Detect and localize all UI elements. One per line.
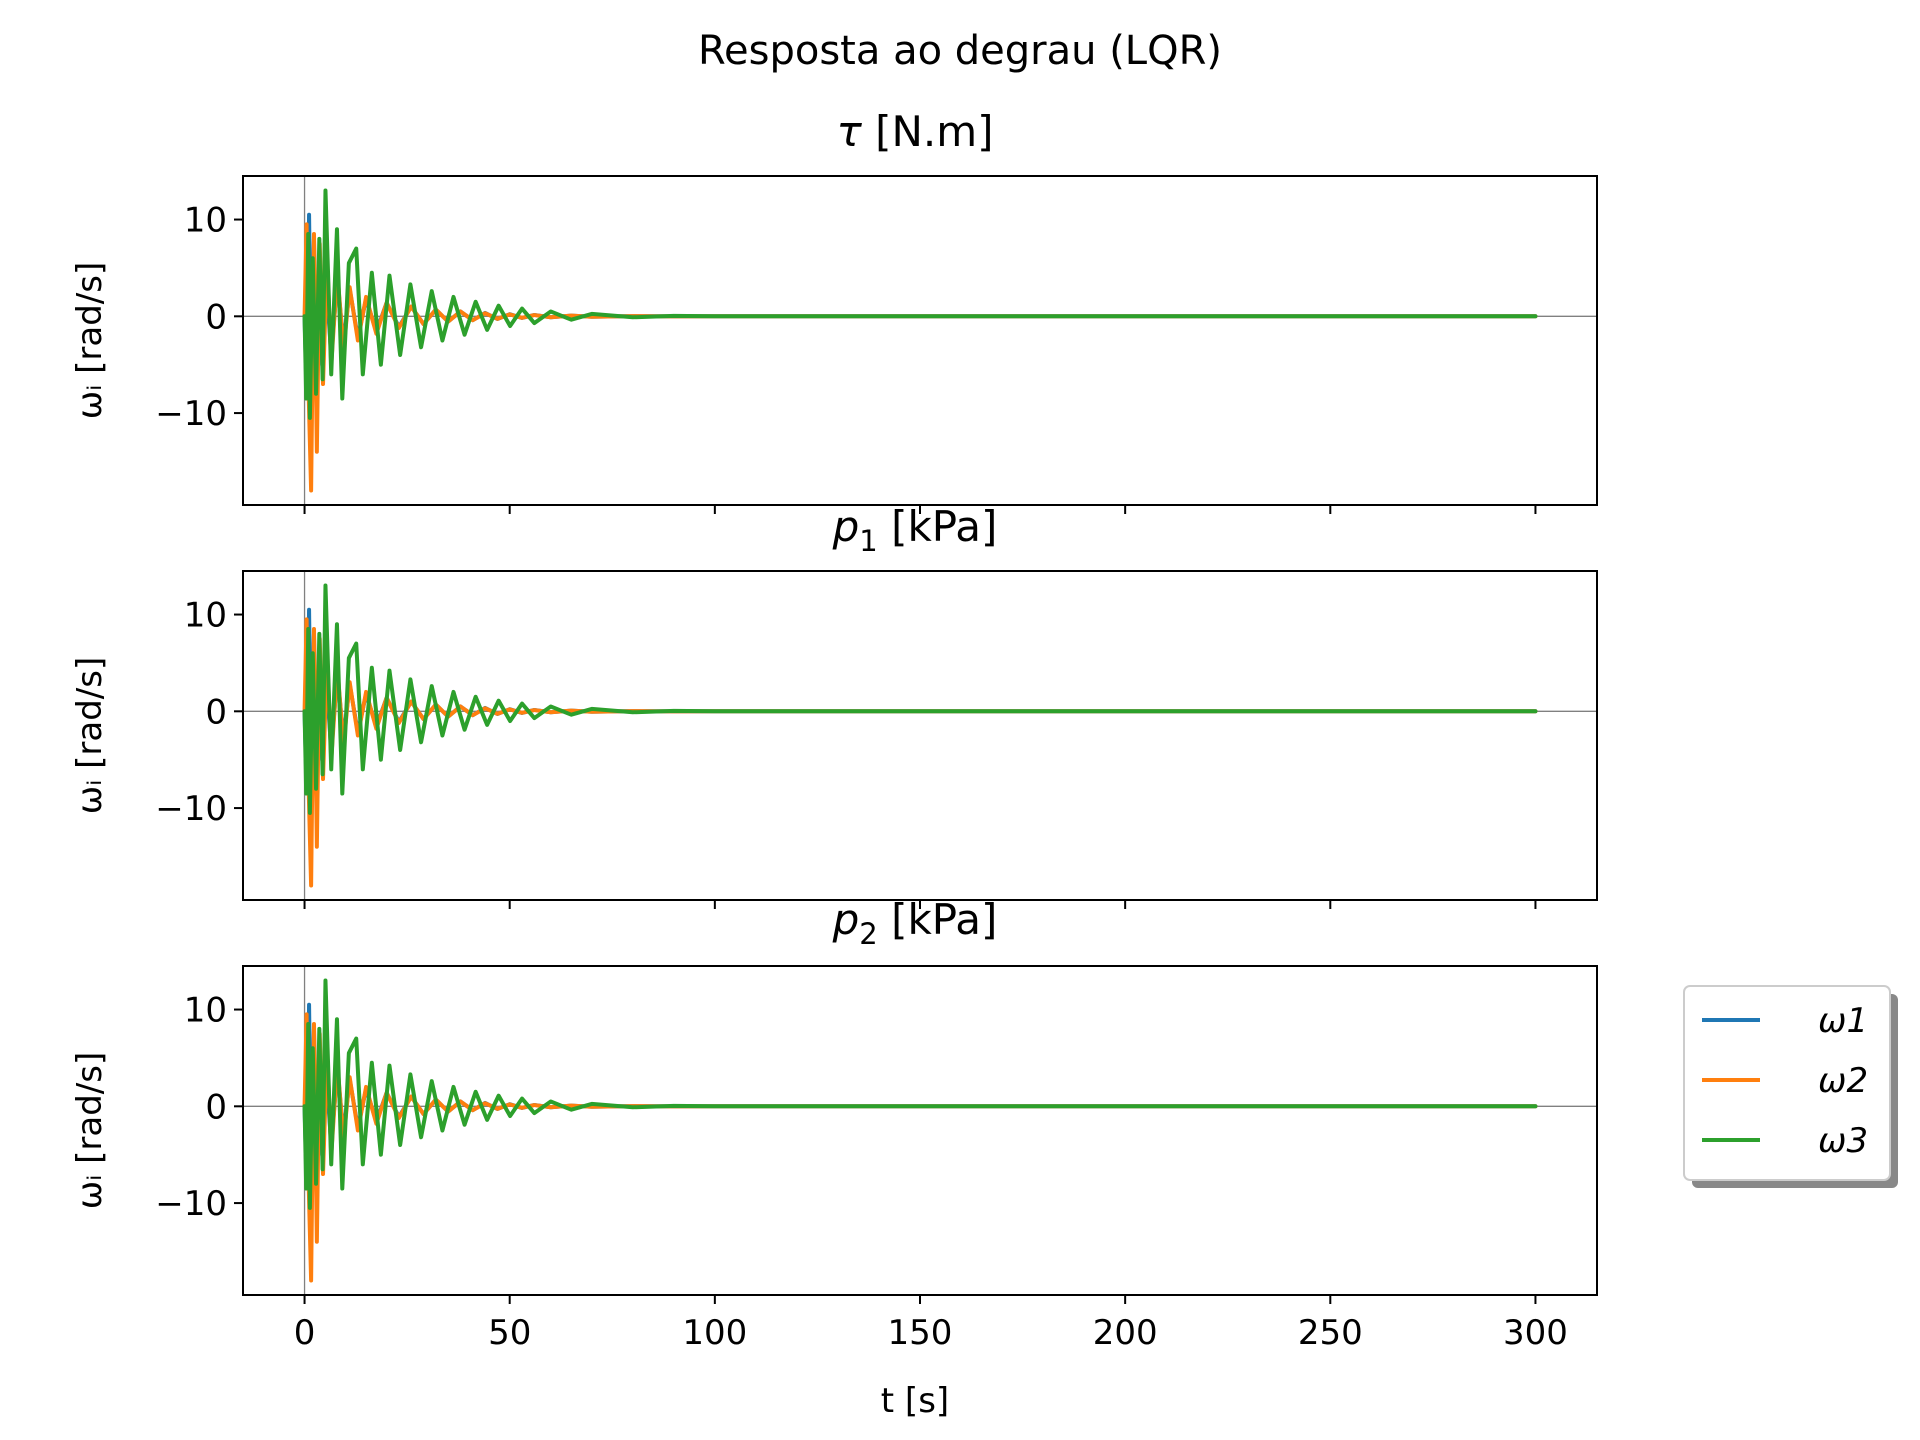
subplot-title-p1: p1 [kPa] (832, 502, 998, 558)
y-tick-label: 0 (205, 1087, 227, 1127)
y-tick-label: −10 (155, 1184, 227, 1224)
y-tick-label: 10 (184, 991, 227, 1031)
y-tick-label: 10 (184, 596, 227, 636)
subplot-title-tau: τ [N.m] (836, 107, 993, 156)
x-axis-label: t [s] (881, 1381, 949, 1421)
y-axis-label: ωᵢ [rad/s] (70, 1052, 110, 1209)
y-tick-label: 10 (184, 201, 227, 241)
y-axis-label: ωᵢ [rad/s] (70, 657, 110, 814)
x-tick-label: 50 (488, 1313, 531, 1353)
x-tick-label: 100 (682, 1313, 747, 1353)
figure-title: Resposta ao degrau (LQR) (698, 28, 1222, 74)
x-tick-label: 200 (1093, 1313, 1158, 1353)
y-tick-label: −10 (155, 394, 227, 434)
y-tick-label: 0 (205, 297, 227, 337)
y-tick-label: −10 (155, 789, 227, 829)
legend: ω1 ω2 ω3 (1684, 986, 1898, 1188)
y-tick-label: 0 (205, 692, 227, 732)
y-axis-label: ωᵢ [rad/s] (70, 262, 110, 419)
legend-label-omega1: ω1 (1818, 1001, 1868, 1041)
x-tick-label: 300 (1503, 1313, 1568, 1353)
x-tick-label: 0 (294, 1313, 316, 1353)
legend-label-omega3: ω3 (1818, 1121, 1868, 1161)
x-tick-label: 150 (888, 1313, 953, 1353)
legend-label-omega2: ω2 (1818, 1061, 1868, 1101)
subplot-title-p2: p2 [kPa] (832, 895, 998, 951)
x-tick-label: 250 (1298, 1313, 1363, 1353)
